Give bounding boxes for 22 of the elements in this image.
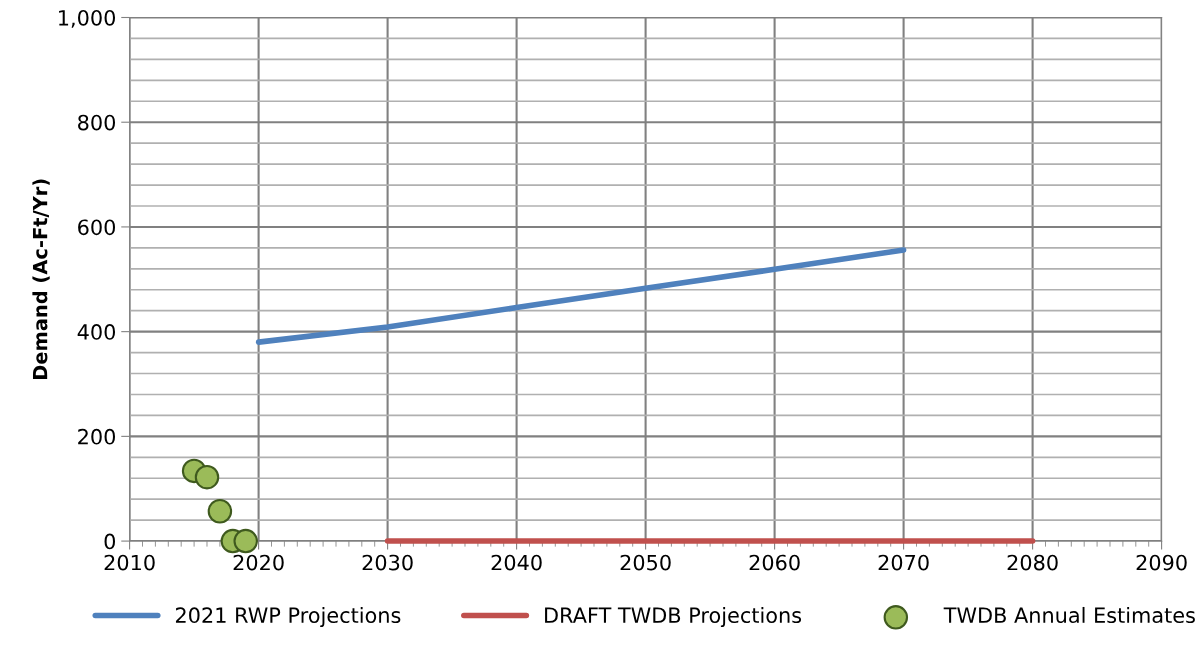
legend-label: DRAFT TWDB Projections <box>545 606 802 628</box>
x-tick-label: 2010 <box>104 554 155 571</box>
y-tick-label: 600 <box>78 219 116 236</box>
y-tick-label: 200 <box>78 428 116 445</box>
y-tick-label: 800 <box>78 114 116 131</box>
x-tick-label: 2020 <box>233 554 284 571</box>
point <box>194 464 220 490</box>
y-axis-title: Demand (Ac-Ft/Yr) <box>32 179 50 380</box>
x-tick-label: 2040 <box>491 554 542 571</box>
legend-label: 2021 RWP Projections <box>175 606 401 628</box>
y-tick-label: 0 <box>104 533 116 550</box>
legend-label: TWDB Annual Estimates <box>943 606 1195 624</box>
x-tick-label: 2060 <box>749 554 800 571</box>
y-tick-label: 1,000 <box>59 9 116 28</box>
x-tick-label: 2080 <box>1007 554 1058 571</box>
x-tick-label: 2050 <box>620 554 671 571</box>
point <box>233 528 258 554</box>
y-tick-label: 400 <box>77 324 116 340</box>
point <box>207 499 233 524</box>
x-tick-label: 2030 <box>362 554 413 571</box>
x-tick-label: 2090 <box>1136 554 1187 571</box>
x-tick-label: 2070 <box>878 554 929 571</box>
